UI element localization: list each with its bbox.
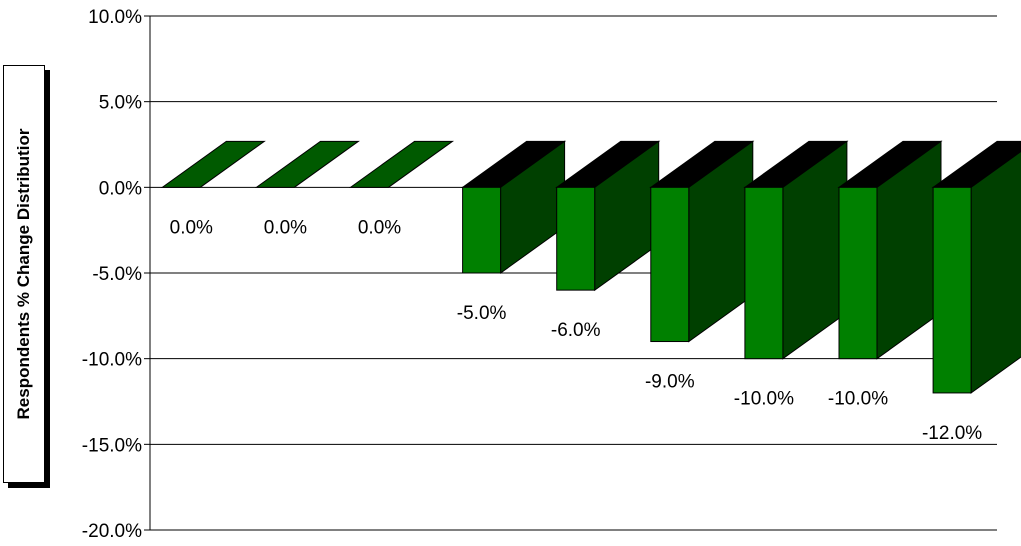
bar: [837, 140, 943, 360]
bar: [931, 140, 1021, 394]
data-label: -10.0%: [734, 389, 794, 410]
y-axis-label-box: Respondents % Change Distributior: [3, 65, 45, 483]
bar-front-face: [932, 186, 972, 394]
bar-front-face: [462, 186, 502, 274]
y-tick-label: -5.0%: [92, 264, 142, 285]
bar: [254, 140, 360, 188]
bar-front-face: [556, 186, 596, 291]
data-label: -5.0%: [457, 303, 507, 324]
y-tick-label: -20.0%: [82, 521, 142, 542]
bar: [555, 140, 661, 292]
bar: [348, 140, 455, 188]
bar: [743, 140, 849, 360]
y-tick-labels: 10.0% 5.0% 0.0% -5.0% -10.0% -15.0% -20.0%: [82, 7, 142, 542]
data-label: 0.0%: [264, 217, 307, 238]
data-label: -6.0%: [551, 320, 601, 341]
bar-front-face: [838, 186, 878, 360]
data-label: 0.0%: [170, 217, 213, 238]
bar-front-face: [744, 186, 784, 360]
y-tick-label: 10.0%: [88, 7, 142, 28]
data-label: 0.0%: [358, 217, 401, 238]
y-tick-label: 5.0%: [99, 93, 142, 114]
bar: [649, 140, 755, 343]
data-labels: 0.0% 0.0% 0.0% -5.0% -6.0% -9.0% -10.0% -10.0% -…: [170, 217, 983, 444]
y-tick-label: 0.0%: [99, 178, 142, 199]
bar-top-face: [254, 140, 360, 188]
bar-top-face: [348, 140, 455, 188]
bar-top-face: [160, 140, 266, 188]
y-tick-label: -10.0%: [82, 350, 142, 371]
bar: [461, 140, 567, 274]
data-label: -10.0%: [828, 389, 888, 410]
data-label: -9.0%: [645, 372, 695, 393]
bars: [160, 140, 1021, 394]
bar-front-face: [650, 186, 690, 343]
data-label: -12.0%: [922, 423, 982, 444]
y-tick-label: -15.0%: [82, 435, 142, 456]
bar: [160, 140, 266, 188]
